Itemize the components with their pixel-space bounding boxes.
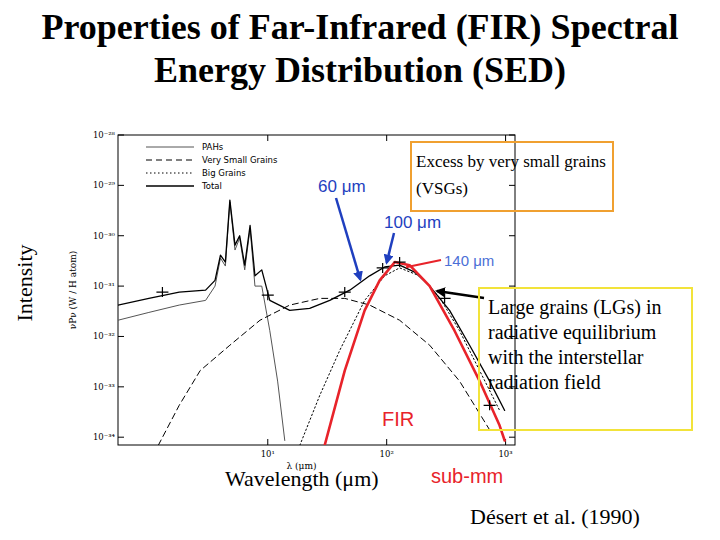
pointer-arrow (387, 233, 394, 263)
series-line (300, 268, 500, 445)
annotation-box: Excess by very small grains (VSGs) (410, 141, 614, 212)
plot-area (118, 200, 505, 445)
y-tick-label: 10⁻³¹ (93, 281, 115, 291)
data-point (484, 400, 496, 410)
y-tick (118, 286, 515, 287)
x-tick-label: 10² (380, 449, 394, 459)
series-line (118, 202, 285, 441)
legend-swatch (146, 173, 194, 174)
pointer-line (406, 260, 441, 267)
data-point (377, 263, 389, 273)
annotation: FIR (379, 407, 417, 431)
y-tick-label: 10⁻²⁸ (93, 130, 116, 140)
y-tick-label: 10⁻³² (93, 331, 115, 341)
data-point (394, 257, 406, 267)
x-tick (386, 135, 387, 445)
y-axis-label: νPν (W / H atom) (68, 251, 78, 330)
legend-label: Total (201, 181, 222, 191)
data-point (262, 290, 274, 300)
legend-label: Big Grains (202, 168, 246, 178)
annotation-arrow (437, 291, 484, 298)
annotation: Wavelength (μm) (225, 466, 379, 491)
annotation: sub-mm (431, 464, 503, 488)
series-line (118, 200, 505, 410)
y-tick-label: 10⁻³⁴ (93, 432, 116, 442)
annotation: 60 μm (318, 177, 366, 196)
legend-swatch (146, 147, 194, 148)
pointer-arrow (336, 198, 360, 280)
y-tick (118, 135, 515, 136)
annotation: 140 μm (444, 252, 494, 269)
annotation-box: Large grains (LGs) in radiative equilibr… (478, 287, 693, 431)
slide: Properties of Far-Infrared (FIR) Spectra… (0, 0, 720, 540)
legend-label: PAHs (202, 142, 224, 152)
legend-label: Very Small Grains (202, 155, 278, 165)
data-point (339, 287, 351, 297)
legend-swatch (146, 185, 194, 186)
y-tick (118, 386, 515, 387)
legend-swatch (146, 160, 194, 161)
title: Properties of Far-Infrared (FIR) Spectra… (20, 6, 700, 92)
y-tick (118, 437, 515, 438)
y-tick-label: 10⁻³³ (93, 382, 115, 392)
series-line (158, 298, 489, 445)
data-point (156, 287, 168, 297)
x-tick (505, 135, 506, 445)
annotation: Intensity (12, 245, 37, 322)
y-tick (118, 336, 515, 337)
y-tick-label: 10⁻²⁹ (93, 180, 116, 190)
annotation: Désert et al. (1990) (470, 504, 640, 529)
y-tick (118, 235, 515, 236)
annotation: 100 μm (384, 213, 441, 232)
x-tick-label: 10¹ (261, 449, 275, 459)
y-tick-label: 10⁻³⁰ (93, 231, 116, 241)
x-tick-label: 10³ (498, 449, 512, 459)
data-point (439, 293, 451, 303)
chart: 10⁻³⁴ 10⁻³³ 10⁻³² 10⁻³¹ 10⁻³⁰ 10⁻²⁹ 10⁻²⁸ 10¹ 10… (0, 0, 720, 540)
